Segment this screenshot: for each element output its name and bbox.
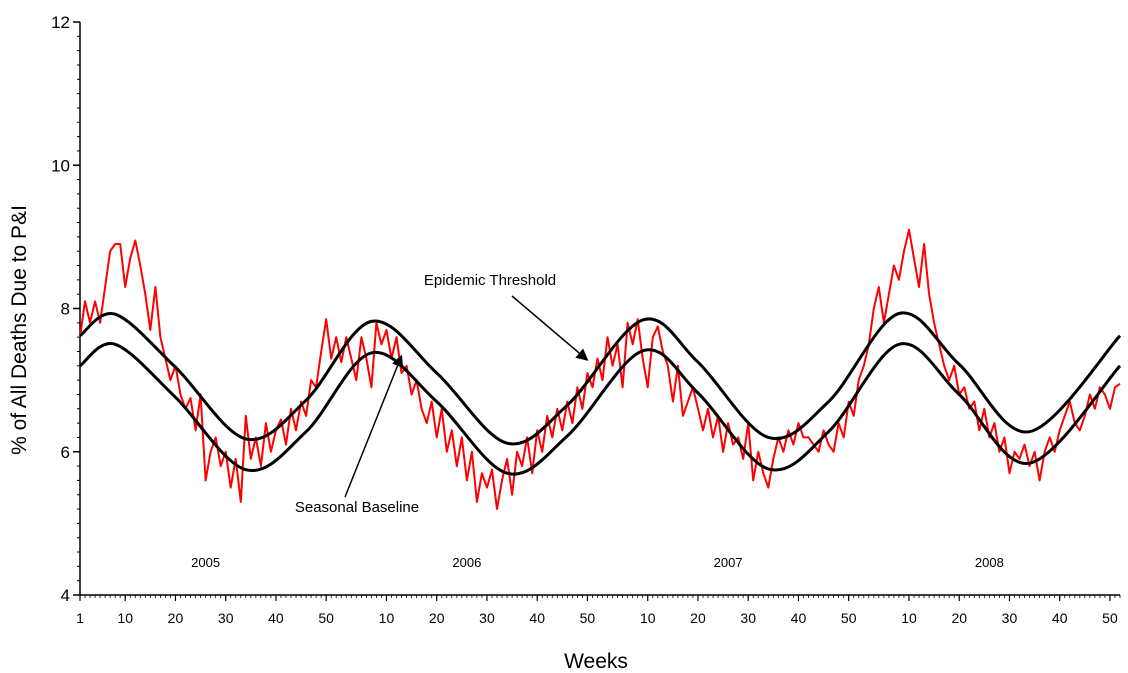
x-axis: 1 10 20 30 40 50 10 20 30 40 50 10 20 30 40 50 10 20 30 40 5… xyxy=(76,555,1121,626)
year-label: 2007 xyxy=(714,555,743,570)
annotation-layer: Epidemic Threshold Seasonal Baseline xyxy=(295,272,589,516)
x-tick-label: 40 xyxy=(268,610,284,626)
x-tick-label: 50 xyxy=(318,610,334,626)
threshold-annotation-arrow xyxy=(511,295,589,361)
x-tick-label: 40 xyxy=(1052,610,1068,626)
y-axis: 4 6 8 10 12 xyxy=(51,13,81,605)
baseline-series-line xyxy=(79,342,1122,476)
observed-series-line xyxy=(79,228,1121,510)
x-tick-label: 20 xyxy=(168,610,184,626)
x-tick-label: 30 xyxy=(1002,610,1018,626)
y-axis-title: % of All Deaths Due to P&I xyxy=(8,205,31,455)
baseline-annotation-label: Seasonal Baseline xyxy=(295,499,419,516)
x-tick-label: 50 xyxy=(841,610,857,626)
y-tick-label: 6 xyxy=(61,443,70,462)
x-tick-label: 20 xyxy=(429,610,445,626)
y-tick-label: 8 xyxy=(61,300,70,319)
series-layer xyxy=(79,228,1122,510)
year-label: 2006 xyxy=(452,555,481,570)
x-tick-label: 30 xyxy=(740,610,756,626)
threshold-annotation-label: Epidemic Threshold xyxy=(424,272,556,289)
x-tick-label: 40 xyxy=(529,610,545,626)
x-tick-label: 20 xyxy=(690,610,706,626)
baseline-annotation-arrow xyxy=(344,354,404,498)
x-tick-label: 10 xyxy=(379,610,395,626)
x-tick-label: 50 xyxy=(1102,610,1118,626)
threshold-series-line xyxy=(79,311,1122,446)
x-tick-label: 1 xyxy=(76,610,84,626)
x-tick-label: 10 xyxy=(640,610,656,626)
x-tick-label: 20 xyxy=(951,610,967,626)
x-tick-label: 10 xyxy=(117,610,133,626)
x-axis-title: Weeks xyxy=(564,650,628,673)
y-tick-label: 12 xyxy=(51,13,70,32)
x-tick-label: 30 xyxy=(479,610,495,626)
x-tick-label: 10 xyxy=(901,610,917,626)
x-tick-label: 40 xyxy=(791,610,807,626)
x-tick-label: 30 xyxy=(218,610,234,626)
y-tick-label: 10 xyxy=(51,156,70,175)
year-label: 2005 xyxy=(191,555,220,570)
year-label: 2008 xyxy=(975,555,1004,570)
y-tick-label: 4 xyxy=(61,586,70,605)
x-tick-label: 50 xyxy=(580,610,596,626)
